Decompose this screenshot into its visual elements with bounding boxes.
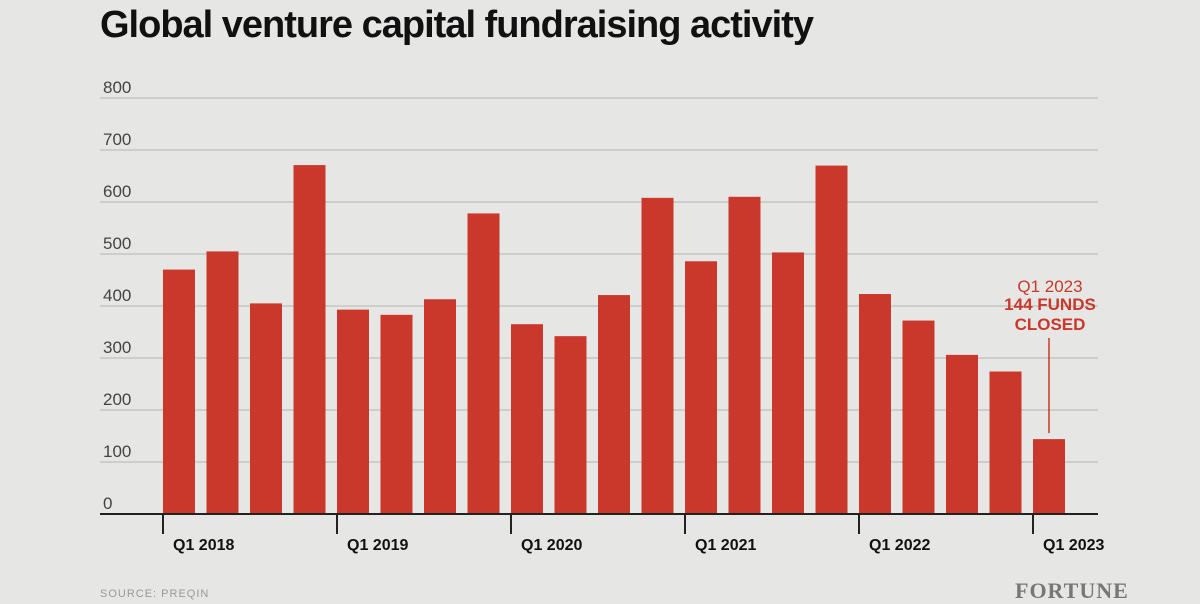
bar xyxy=(641,197,674,514)
annotation-label: CLOSED xyxy=(1015,315,1086,334)
bar xyxy=(946,354,978,514)
axis-layer: Q1 2018 Q1 2019 Q1 2020 Q1 2021 Q1 2022 Q1 20… xyxy=(100,513,1104,554)
bar xyxy=(337,309,369,514)
y-tick-label: 600 xyxy=(103,182,131,201)
y-tick-label: 400 xyxy=(103,286,131,305)
x-tick-label: Q1 2020 xyxy=(521,537,582,554)
y-tick-label: 100 xyxy=(103,442,131,461)
bars-layer xyxy=(163,165,1065,515)
bar xyxy=(1033,439,1065,514)
bar xyxy=(728,196,761,515)
bar xyxy=(424,299,456,514)
bar xyxy=(685,261,717,514)
x-tick-label: Q1 2021 xyxy=(695,537,756,554)
bar xyxy=(163,269,195,514)
y-tick-label: 500 xyxy=(103,234,131,253)
bar xyxy=(206,251,239,514)
bar xyxy=(467,213,500,514)
y-tick-label: 0 xyxy=(103,494,112,513)
grid-layer: 0 100 200 300 400 500 600 700 800 xyxy=(100,78,1098,513)
y-tick-label: 200 xyxy=(103,390,131,409)
y-tick-label: 700 xyxy=(103,130,131,149)
bar xyxy=(815,165,848,514)
bar xyxy=(989,371,1022,514)
chart-title: Global venture capital fundraising activ… xyxy=(100,4,814,46)
bar xyxy=(554,336,587,514)
x-tick-label: Q1 2022 xyxy=(869,537,930,554)
x-tick-label: Q1 2018 xyxy=(173,537,234,554)
x-tick-label: Q1 2019 xyxy=(347,537,408,554)
bar xyxy=(511,324,543,514)
y-tick-label: 800 xyxy=(103,78,131,97)
fortune-logo: FORTUNE xyxy=(1015,578,1129,603)
bar xyxy=(293,165,326,514)
source-note: SOURCE: PREQIN xyxy=(100,588,210,600)
bar xyxy=(859,294,891,514)
bar xyxy=(772,252,804,514)
annotation-value: 144 FUNDS xyxy=(1004,295,1096,314)
y-tick-label: 300 xyxy=(103,338,131,357)
bar xyxy=(902,320,935,514)
bar xyxy=(250,303,282,514)
annotation-period: Q1 2023 xyxy=(1017,277,1082,296)
bar xyxy=(598,295,630,514)
x-tick-label: Q1 2023 xyxy=(1043,537,1104,554)
bar xyxy=(380,314,413,514)
